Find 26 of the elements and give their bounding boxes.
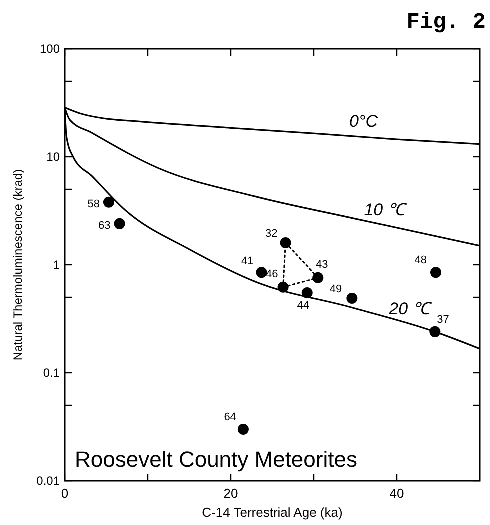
annotation: 58: [88, 198, 100, 210]
annotation: 43: [316, 258, 328, 271]
annotation: 41: [241, 256, 254, 268]
series-label: 10 ℃: [364, 200, 408, 220]
x-tick-label: 40: [390, 486, 404, 501]
annotation: 48: [414, 254, 428, 267]
annotation: 44: [297, 300, 310, 312]
annotation: Roosevelt County Meteorites: [75, 447, 358, 472]
y-tick-label: 10: [46, 150, 60, 164]
annotation: 37: [437, 314, 450, 326]
y-tick-label: 1: [53, 258, 60, 272]
x-tick-label: 0: [61, 486, 69, 501]
y-tick-label: 0.1: [43, 366, 60, 380]
annotation: 32: [266, 228, 278, 240]
series-label: 20 ℃: [388, 299, 433, 318]
annotation: 49: [330, 283, 342, 296]
chart-title: Fig. 2: [406, 10, 486, 35]
y-tick-label: 100: [40, 42, 60, 56]
annotation: 63: [98, 220, 111, 232]
y-axis-title: Natural Thermoluminescence (krad): [11, 169, 25, 361]
series-label: 0°C: [350, 112, 379, 132]
x-tick-label: 20: [224, 486, 238, 501]
annotation: 46: [266, 268, 278, 280]
x-axis-title: C-14 Terrestrial Age (ka): [202, 505, 343, 520]
y-tick-label: 0.01: [36, 474, 60, 488]
annotation: 64: [224, 411, 236, 424]
